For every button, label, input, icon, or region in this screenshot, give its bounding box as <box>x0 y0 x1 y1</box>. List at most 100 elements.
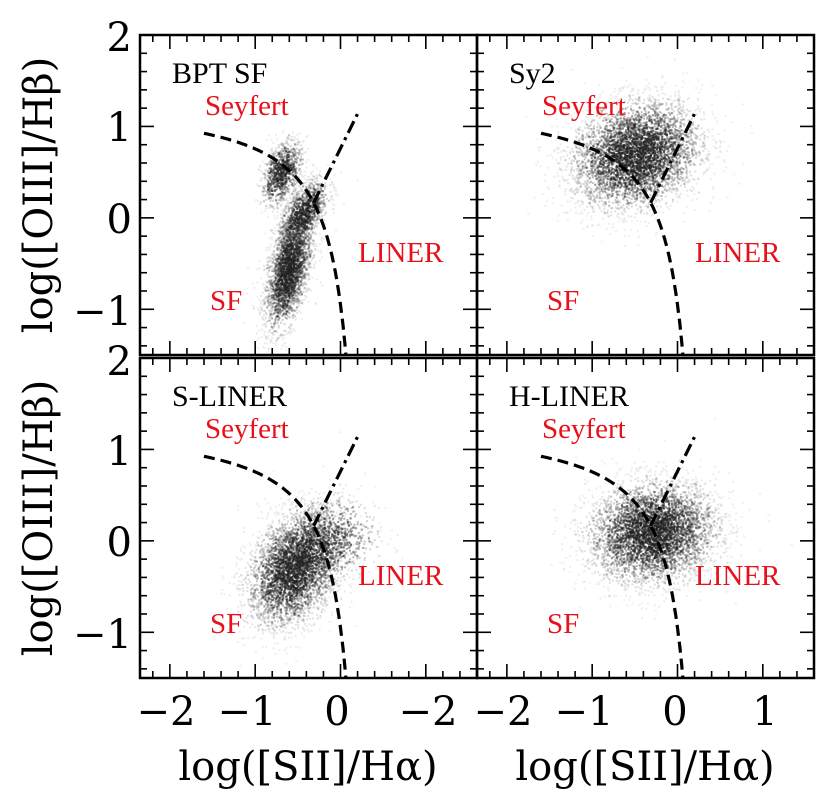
data-point <box>296 198 299 201</box>
data-point <box>270 181 273 184</box>
data-point <box>630 184 633 187</box>
data-point <box>256 324 259 327</box>
data-point <box>293 290 296 292</box>
data-point <box>291 204 294 207</box>
data-point <box>275 277 278 279</box>
data-point <box>297 213 300 216</box>
data-point <box>305 206 308 209</box>
data-point <box>299 207 302 210</box>
data-point <box>275 294 278 297</box>
data-point <box>279 231 281 233</box>
data-point <box>312 202 315 205</box>
data-point <box>265 285 268 288</box>
data-point <box>278 266 281 269</box>
data-point <box>283 244 286 247</box>
data-point <box>276 193 279 196</box>
data-point <box>665 180 668 183</box>
data-point <box>689 119 692 122</box>
data-point <box>308 219 311 222</box>
data-point <box>292 152 295 155</box>
data-point <box>567 123 570 125</box>
data-point <box>656 107 659 110</box>
data-point <box>291 171 294 174</box>
data-point <box>296 234 299 237</box>
data-point <box>300 221 303 224</box>
data-point <box>281 187 283 190</box>
data-point <box>286 299 289 302</box>
data-point <box>299 223 302 226</box>
data-point <box>297 253 300 255</box>
data-point <box>316 199 319 202</box>
data-point <box>283 313 286 316</box>
data-point <box>313 212 316 215</box>
data-point <box>286 313 289 316</box>
data-point <box>281 302 284 305</box>
density-cloud <box>203 113 359 355</box>
data-point <box>277 286 280 289</box>
data-point <box>274 166 277 169</box>
data-point <box>303 277 306 280</box>
data-point <box>283 286 286 289</box>
data-point <box>633 125 636 128</box>
data-point <box>652 170 655 173</box>
data-point <box>286 280 288 283</box>
data-point <box>677 98 680 101</box>
data-point <box>303 257 306 260</box>
data-point <box>293 297 296 300</box>
data-point <box>313 193 316 196</box>
data-point <box>286 250 289 253</box>
data-point <box>277 267 280 270</box>
data-point <box>283 236 286 239</box>
data-point <box>267 261 270 264</box>
data-point <box>284 260 287 263</box>
data-point <box>316 179 319 182</box>
data-point <box>645 85 648 87</box>
data-point <box>610 192 613 195</box>
data-point <box>287 292 290 295</box>
data-point <box>296 191 299 194</box>
data-point <box>287 254 290 257</box>
data-point <box>578 175 581 178</box>
data-point <box>294 248 297 251</box>
data-point <box>584 166 587 169</box>
data-point <box>295 306 298 309</box>
data-point <box>622 181 625 184</box>
data-point <box>257 347 260 349</box>
data-point <box>291 184 294 186</box>
data-point <box>289 238 292 241</box>
data-point <box>332 167 335 170</box>
data-point <box>296 244 299 247</box>
data-point <box>299 220 302 223</box>
data-point <box>654 173 657 176</box>
data-point <box>305 186 308 189</box>
data-point <box>304 225 307 228</box>
data-point <box>278 294 281 297</box>
data-point <box>275 183 278 186</box>
data-point <box>295 265 298 268</box>
data-point <box>279 249 282 252</box>
data-point <box>292 166 295 169</box>
data-point <box>301 249 304 252</box>
data-point <box>311 186 314 189</box>
data-point <box>287 291 290 294</box>
data-point <box>277 294 280 297</box>
data-point <box>276 330 278 333</box>
data-point <box>282 232 285 235</box>
data-point <box>296 271 299 274</box>
data-point <box>293 249 295 251</box>
data-point <box>318 243 321 246</box>
data-point <box>260 308 263 311</box>
data-point <box>291 287 294 290</box>
data-point <box>291 291 294 294</box>
data-point <box>277 315 280 317</box>
data-point <box>271 161 274 164</box>
data-point <box>291 192 294 195</box>
data-point <box>610 177 613 180</box>
data-point <box>274 270 277 273</box>
data-point <box>296 274 299 277</box>
data-point <box>614 198 617 201</box>
data-point <box>312 205 315 208</box>
data-point <box>286 232 289 235</box>
data-point <box>564 159 567 161</box>
data-point <box>285 235 288 238</box>
